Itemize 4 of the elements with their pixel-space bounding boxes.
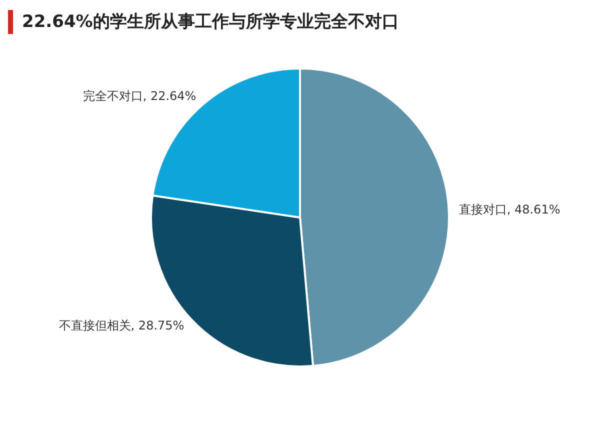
slice-label: 直接对口, 48.61% bbox=[458, 202, 560, 217]
slice-label: 不直接但相关, 28.75% bbox=[58, 318, 184, 333]
chart-title: 22.64%的学生所从事工作与所学专业完全不对口 bbox=[22, 11, 399, 33]
slice-label: 完全不对口, 22.64% bbox=[82, 89, 196, 104]
